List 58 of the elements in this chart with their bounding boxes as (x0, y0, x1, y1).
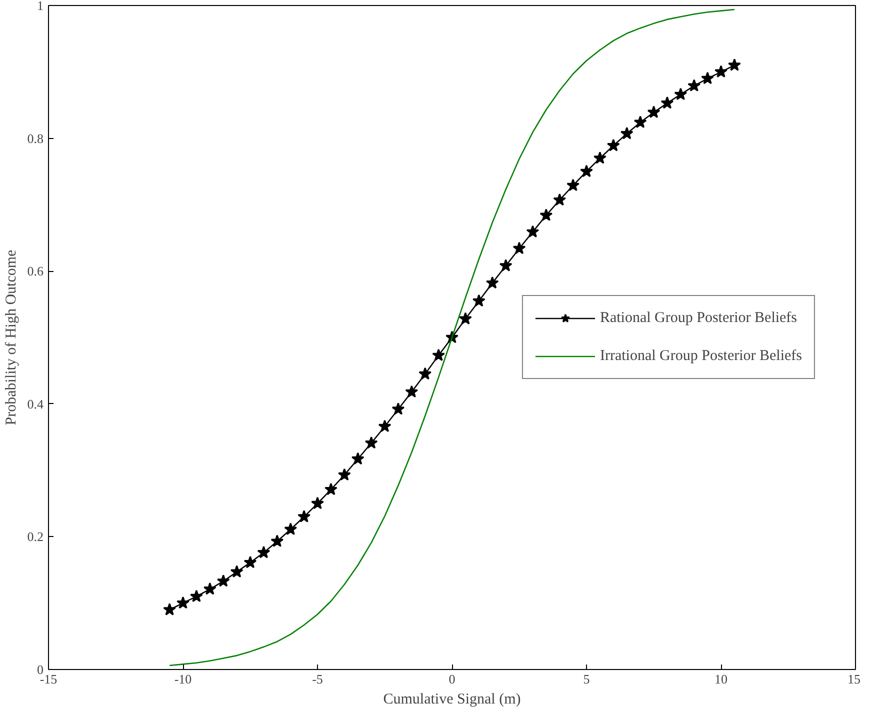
point (580, 164, 593, 178)
y-tick-label: 1 (37, 0, 44, 13)
legend-label: Rational Group Posterior Beliefs (600, 310, 798, 326)
y-tick-label: 0.6 (27, 264, 44, 279)
point (270, 534, 284, 547)
point (688, 79, 701, 92)
point (566, 178, 580, 192)
point (714, 65, 728, 78)
point (163, 602, 176, 616)
point (298, 510, 311, 522)
point (176, 596, 190, 609)
point (499, 259, 512, 272)
x-tick-label: 10 (714, 672, 728, 686)
x-axis-title: Cumulative Signal (m) (383, 692, 521, 708)
y-axis-title: Probability of High Outcome (3, 249, 20, 426)
point (728, 58, 741, 71)
point (190, 590, 203, 602)
y-tick-label: 0.8 (27, 130, 44, 146)
point (418, 367, 432, 380)
point (351, 452, 364, 465)
point (674, 88, 688, 100)
point (553, 193, 566, 206)
point (660, 96, 674, 109)
y-tick-label: 0.4 (27, 396, 44, 412)
point (405, 385, 418, 398)
point (284, 522, 298, 535)
point (540, 208, 553, 221)
point (701, 72, 714, 84)
point (364, 436, 378, 449)
point (257, 546, 270, 558)
point (512, 242, 526, 254)
point (324, 482, 338, 496)
point (620, 126, 634, 140)
point (230, 565, 244, 578)
point (458, 312, 472, 325)
y-tick-label: 0 (37, 662, 44, 677)
point (606, 138, 620, 152)
point (472, 294, 486, 307)
point (486, 276, 499, 289)
point (392, 402, 405, 415)
legend-label: Irrational Group Posterior Beliefs (600, 348, 802, 364)
x-tick-label: -10 (174, 672, 192, 686)
x-tick-label: 0 (448, 672, 456, 686)
point (203, 582, 216, 595)
point (593, 151, 606, 164)
y-tick-label: 0.2 (27, 529, 44, 544)
point (634, 116, 647, 128)
point (647, 106, 660, 118)
x-tick-label: 15 (848, 672, 860, 686)
point (378, 420, 392, 432)
x-tick-label: 5 (583, 672, 590, 686)
point (216, 574, 230, 587)
point (311, 496, 324, 510)
x-tick-label: -5 (312, 672, 323, 686)
point (432, 348, 446, 362)
point (244, 556, 257, 568)
point (338, 468, 351, 481)
point (526, 225, 540, 238)
